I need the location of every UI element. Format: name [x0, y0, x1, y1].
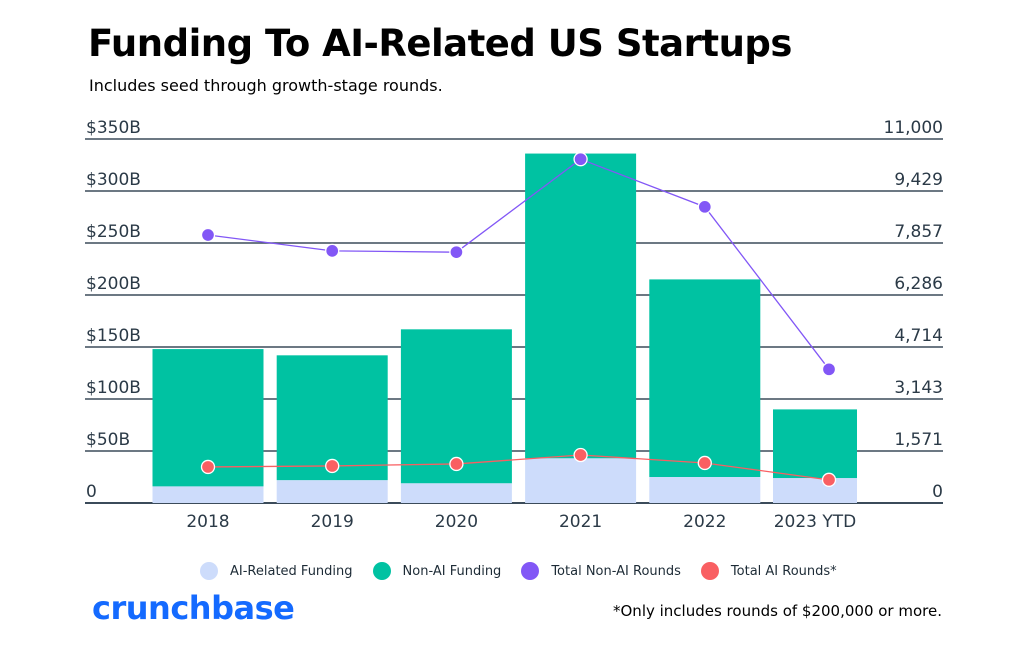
line-ai-rounds	[207, 454, 830, 481]
point-ai-rounds	[697, 455, 712, 471]
legend-swatch	[700, 562, 719, 580]
footnote: *Only includes rounds of $200,000 or mor…	[613, 602, 942, 620]
point-non-ai-rounds	[200, 227, 216, 243]
x-tick-label: 2023 YTD	[774, 512, 857, 532]
right-tick-label: 7,857	[894, 222, 943, 242]
left-tick-label: $250B	[86, 222, 141, 242]
left-tick-label: $50B	[86, 430, 130, 450]
point-non-ai-rounds	[821, 362, 837, 377]
point-non-ai-rounds	[325, 243, 340, 258]
legend-swatch	[200, 562, 218, 580]
point-ai-rounds	[325, 458, 340, 474]
bar-ai-funding	[525, 458, 637, 503]
bar-ai-funding	[400, 483, 512, 503]
left-tick-label: $100B	[86, 378, 141, 398]
right-tick-label: 1,571	[894, 430, 943, 450]
point-ai-rounds	[449, 456, 464, 472]
x-tick-label: 2018	[186, 512, 229, 532]
point-non-ai-rounds	[573, 152, 588, 167]
chart-subtitle: Includes seed through growth-stage round…	[89, 76, 443, 95]
left-tick-label: $300B	[86, 170, 141, 190]
legend-label: Non-AI Funding	[402, 563, 502, 579]
right-tick-label: 4,714	[894, 326, 943, 346]
point-non-ai-rounds	[697, 199, 712, 214]
right-tick-label: 6,286	[894, 274, 943, 294]
bar-ai-funding	[152, 486, 264, 503]
x-tick-label: 2022	[683, 512, 726, 532]
bar-ai-funding	[773, 478, 857, 503]
legend-label: AI-Related Funding	[230, 563, 353, 579]
point-ai-rounds	[573, 447, 588, 463]
legend-swatch	[372, 562, 391, 580]
legend-label: Total AI Rounds*	[730, 563, 837, 579]
left-tick-label: $350B	[86, 118, 141, 138]
right-tick-label: 9,429	[894, 170, 943, 190]
chart-title: Funding To AI-Related US Startups	[88, 22, 792, 65]
legend: AI-Related Funding Non-AI Funding Total …	[200, 562, 843, 580]
x-tick-label: 2020	[435, 512, 478, 532]
legend-item-non-ai-rounds: Total Non-AI Rounds	[521, 562, 681, 580]
right-tick-label: 11,000	[884, 118, 943, 138]
crunchbase-logo: crunchbase	[92, 589, 295, 627]
bar-non-ai-funding	[525, 153, 637, 459]
chart: 0 0 $50B 1,571 $100B 3,143 $150B 4,714 $200B 6,28…	[85, 118, 943, 532]
x-tick-label: 2019	[311, 512, 354, 532]
point-non-ai-rounds	[449, 245, 464, 260]
bar-ai-funding	[649, 477, 761, 503]
left-tick-label: $150B	[86, 326, 141, 346]
bar-non-ai-funding	[649, 279, 761, 477]
legend-label: Total Non-AI Rounds	[551, 563, 681, 579]
point-ai-rounds	[200, 459, 216, 475]
line-non-ai-rounds	[207, 158, 830, 370]
point-ai-rounds	[821, 472, 837, 487]
x-tick-label: 2021	[559, 512, 602, 532]
left-tick-label: $200B	[86, 274, 141, 294]
bar-ai-funding	[276, 480, 388, 503]
right-tick-label: 0	[932, 482, 943, 502]
legend-swatch	[521, 562, 540, 580]
left-tick-label: 0	[86, 482, 97, 502]
legend-item-ai-rounds: Total AI Rounds*	[700, 562, 837, 580]
bar-non-ai-funding	[773, 409, 857, 479]
legend-item-non-ai-funding: Non-AI Funding	[372, 562, 502, 580]
right-tick-label: 3,143	[894, 378, 943, 398]
legend-item-ai-funding: AI-Related Funding	[200, 562, 353, 580]
